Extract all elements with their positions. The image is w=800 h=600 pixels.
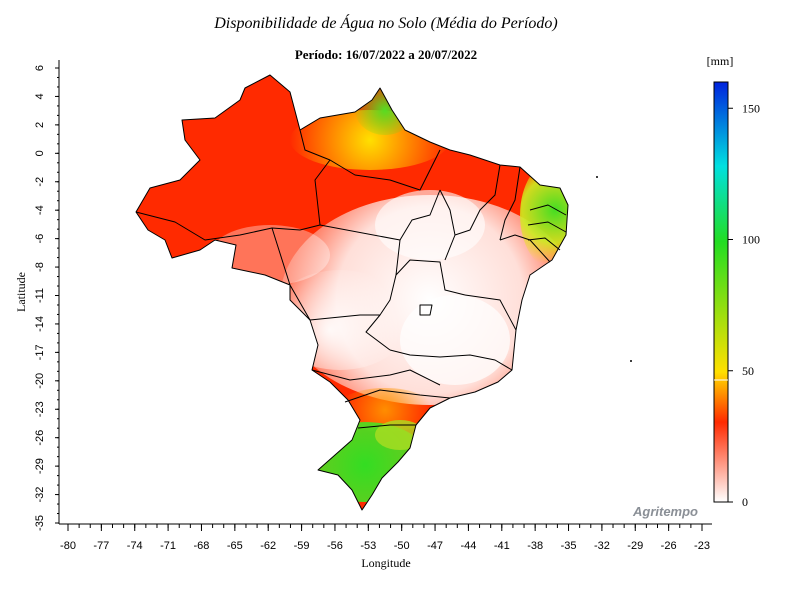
x-tick-label: -44 (460, 540, 476, 552)
x-tick-label: -77 (93, 540, 109, 552)
colorbar-label: 50 (742, 364, 754, 378)
x-tick-label: -65 (227, 540, 243, 552)
y-tick-label: -2 (34, 177, 46, 187)
x-tick-label: -41 (494, 540, 510, 552)
y-tick-label: -23 (34, 401, 46, 417)
y-tick-label: -14 (34, 316, 46, 332)
y-tick-label: -8 (34, 262, 46, 272)
colorbar-label: 0 (742, 495, 748, 509)
y-tick-label: -20 (34, 373, 46, 389)
y-tick-label: 2 (34, 122, 46, 128)
x-tick-label: -23 (694, 540, 710, 552)
y-tick-label: -6 (34, 234, 46, 244)
x-tick-label: -26 (661, 540, 677, 552)
colorbar-unit: [mm] (707, 54, 734, 68)
island-marker (630, 360, 632, 362)
x-tick-label: -62 (260, 540, 276, 552)
x-tick-label: -38 (527, 540, 543, 552)
x-tick-label: -80 (60, 540, 76, 552)
x-tick-label: -53 (360, 540, 376, 552)
x-tick-label: -68 (194, 540, 210, 552)
y-tick-label: -32 (34, 487, 46, 503)
x-tick-label: -29 (627, 540, 643, 552)
x-tick-label: -59 (294, 540, 310, 552)
x-tick-label: -32 (594, 540, 610, 552)
x-axis-title: Longitude (361, 556, 410, 570)
y-tick-label: 4 (34, 93, 46, 99)
x-axis: -80 -77 -74 -71 -68 -65 -62 -59 -56 -53 -50 -47 -44 -… (59, 523, 712, 552)
y-tick-label: -11 (34, 288, 46, 303)
period-subtitle: Período: 16/07/2022 a 20/07/2022 (295, 47, 477, 62)
water-availability-field (136, 75, 568, 510)
colorbar-gradient (713, 81, 729, 503)
colorbar-label: 100 (742, 233, 760, 247)
colorbar-label: 150 (742, 101, 760, 115)
state-borders (135, 129, 567, 429)
brazil-map (135, 74, 569, 511)
y-axis-title: Latitude (14, 272, 28, 312)
y-tick-label: -4 (34, 205, 46, 215)
x-tick-label: -50 (394, 540, 410, 552)
map-title: Disponibilidade de Água no Solo (Média d… (213, 13, 558, 32)
x-tick-label: -35 (561, 540, 577, 552)
x-tick-label: -47 (427, 540, 443, 552)
island-marker (596, 176, 598, 178)
x-tick-label: -71 (160, 540, 176, 552)
y-tick-label: -29 (34, 458, 46, 474)
y-tick-label: -17 (34, 344, 46, 360)
x-tick-label: -56 (327, 540, 343, 552)
y-tick-label: 0 (34, 150, 46, 156)
y-tick-label: -26 (34, 430, 46, 446)
x-tick-label: -74 (127, 540, 143, 552)
y-tick-label: 6 (34, 65, 46, 71)
y-axis: 6 4 2 0 -2 -4 -6 -8 -11 -14 -17 -20 -23 -26 -29 -32 -35 (34, 60, 60, 531)
colorbar: [mm] 150 100 50 0 (707, 54, 760, 509)
y-tick-label: -35 (34, 515, 46, 531)
agritempo-logo: Agritempo (632, 504, 698, 519)
